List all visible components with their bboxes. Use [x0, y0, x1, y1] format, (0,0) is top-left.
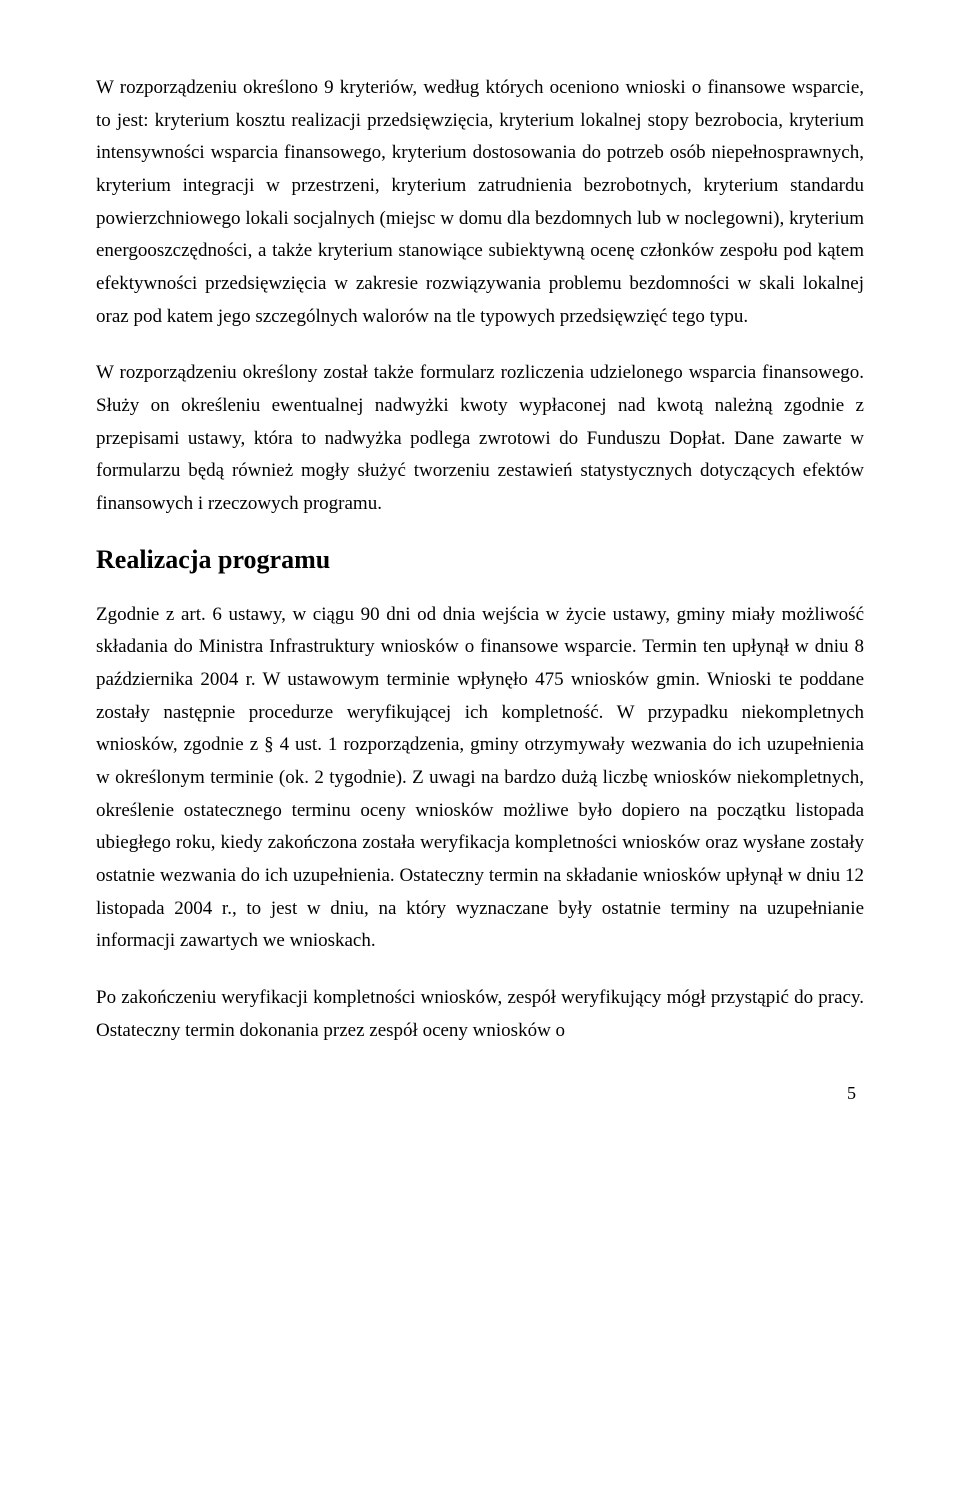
paragraph-2: W rozporządzeniu określony został także … [96, 357, 864, 520]
paragraph-3: Zgodnie z art. 6 ustawy, w ciągu 90 dni … [96, 599, 864, 958]
page-number: 5 [96, 1083, 864, 1104]
paragraph-1: W rozporządzeniu określono 9 kryteriów, … [96, 72, 864, 333]
document-page: W rozporządzeniu określono 9 kryteriów, … [0, 0, 960, 1152]
section-heading: Realizacja programu [96, 545, 864, 575]
paragraph-4: Po zakończeniu weryfikacji kompletności … [96, 982, 864, 1047]
